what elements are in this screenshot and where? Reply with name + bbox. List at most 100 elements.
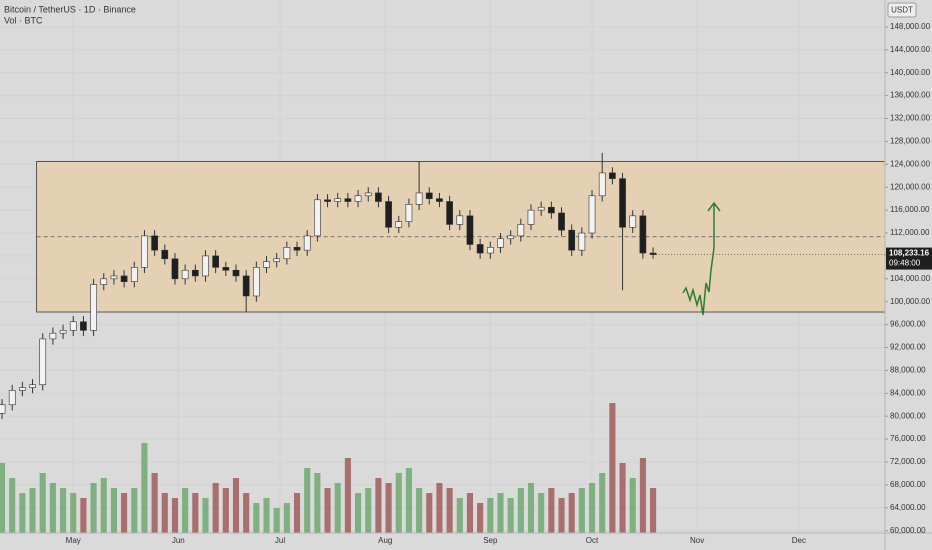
- volume-bar: [161, 493, 168, 533]
- countdown: 09:48:00: [889, 259, 921, 268]
- candle-body: [69, 321, 77, 331]
- candle-body: [161, 249, 169, 260]
- candle-body: [334, 198, 342, 202]
- volume-bar: [100, 478, 107, 533]
- candle-body: [151, 235, 158, 251]
- candle-body: [364, 192, 372, 197]
- volume-bar: [49, 483, 56, 533]
- y-tick-label: 92,000.00: [890, 343, 926, 352]
- x-tick-label: Jun: [172, 536, 185, 545]
- volume-bar: [273, 508, 280, 533]
- volume-bar: [334, 483, 341, 533]
- candle-body: [558, 212, 565, 231]
- candle-body: [191, 269, 199, 277]
- volume-bar: [202, 498, 209, 533]
- volume-bar: [416, 488, 423, 533]
- volume-bar: [182, 488, 189, 533]
- candle-body: [49, 332, 57, 340]
- projection-arrow: [682, 204, 715, 316]
- y-tick-label: 104,000.00: [890, 274, 931, 283]
- candle-body: [446, 201, 453, 225]
- y-tick-label: 128,000.00: [890, 137, 931, 146]
- volume-bar: [446, 488, 453, 533]
- volume-bar: [355, 493, 362, 533]
- candle-body: [202, 255, 209, 277]
- candle-body: [181, 269, 189, 280]
- y-tick-label: 124,000.00: [890, 159, 931, 168]
- candle-body: [568, 229, 576, 251]
- candle-body: [649, 252, 657, 255]
- x-tick-label: Oct: [586, 536, 599, 545]
- volume-bar: [70, 493, 77, 533]
- volume-bar: [131, 488, 138, 533]
- plot: [0, 152, 886, 533]
- y-tick-label: 60,000.00: [890, 526, 926, 535]
- candle-body: [59, 330, 67, 334]
- candle-body: [466, 215, 474, 245]
- candle-body: [324, 199, 331, 202]
- volume-bar: [517, 488, 524, 533]
- candle-body: [8, 390, 16, 406]
- candle-body: [141, 235, 148, 268]
- volume-bar: [212, 483, 219, 533]
- candle-body: [29, 384, 36, 388]
- volume-bar: [19, 493, 26, 533]
- x-tick-label: Aug: [378, 536, 392, 545]
- y-tick-label: 68,000.00: [890, 480, 926, 489]
- x-tick-label: Nov: [690, 536, 704, 545]
- volume-bar: [599, 473, 606, 533]
- candle-body: [619, 178, 626, 228]
- volume-bar: [121, 493, 128, 533]
- volume-bar: [426, 493, 433, 533]
- currency: USDT: [891, 6, 913, 15]
- volume-bar: [639, 458, 646, 533]
- candle-body: [130, 267, 138, 282]
- y-tick-label: 76,000.00: [890, 434, 926, 443]
- candle-body: [171, 258, 179, 280]
- candle-body: [232, 269, 240, 277]
- volume-bar: [538, 493, 545, 533]
- candle-body: [120, 275, 128, 282]
- arrow-head: [707, 201, 721, 212]
- volume-bar: [314, 473, 321, 533]
- price-label: 108,233.16: [889, 249, 930, 258]
- x-tick-label: Dec: [792, 536, 806, 545]
- y-tick-label: 144,000.00: [890, 45, 931, 54]
- price-label-box: [886, 247, 932, 270]
- y-tick-label: 84,000.00: [890, 388, 926, 397]
- candle-body: [588, 195, 596, 234]
- y-tick-label: 112,000.00: [890, 228, 930, 237]
- volume-bar: [29, 488, 36, 533]
- volume-bar: [477, 503, 484, 533]
- y-tick-label: 64,000.00: [890, 503, 926, 512]
- volume-bar: [578, 488, 585, 533]
- candle-body: [507, 235, 515, 240]
- candle-body: [344, 198, 352, 202]
- volume-bar: [629, 478, 636, 533]
- volume-bar: [395, 473, 402, 533]
- volume-bar: [141, 443, 148, 533]
- candle-body: [385, 201, 392, 228]
- candle-body: [252, 267, 260, 297]
- volume-bar: [405, 468, 412, 533]
- candle-body: [527, 209, 535, 225]
- candle-body: [375, 192, 382, 202]
- volume-bar: [232, 478, 240, 533]
- candle-body: [547, 206, 555, 214]
- volume-bar: [487, 498, 494, 533]
- volume-bar: [253, 503, 260, 533]
- y-tick-label: 140,000.00: [890, 68, 931, 77]
- volume-bar: [243, 493, 250, 533]
- candle-body: [436, 198, 443, 202]
- candle-body: [273, 258, 281, 262]
- currency-box[interactable]: [887, 2, 917, 18]
- volume-bar: [151, 473, 158, 533]
- candle-body: [212, 255, 220, 268]
- volume-bar: [90, 483, 97, 533]
- volume-bar: [192, 493, 199, 533]
- x-tick-label: Sep: [483, 536, 498, 545]
- candle-body: [476, 244, 484, 254]
- volume-bar: [650, 488, 657, 533]
- candle-body: [609, 172, 616, 179]
- y-tick-label: 80,000.00: [890, 411, 926, 420]
